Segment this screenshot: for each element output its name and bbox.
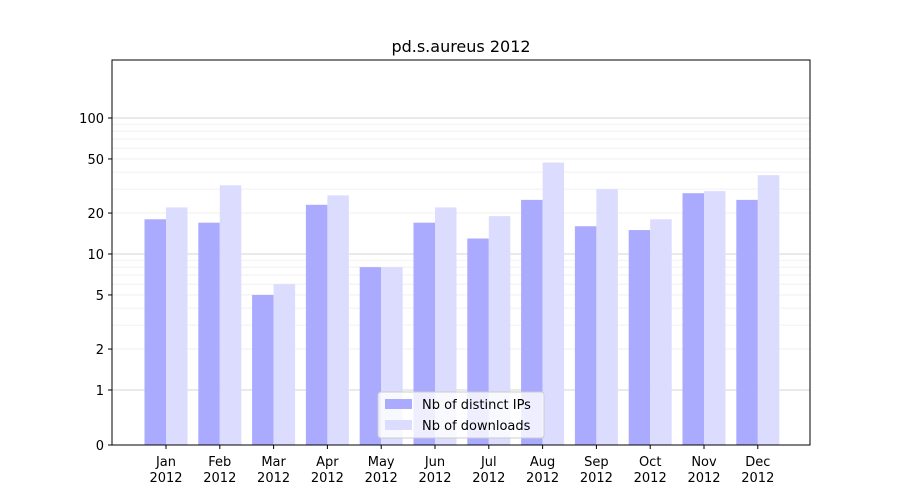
legend-label: Nb of distinct IPs [422,398,531,413]
y-tick-label: 20 [87,207,104,222]
x-tick-label: Jul 2012 [472,455,505,486]
y-tick-label: 10 [87,248,104,263]
plot-frame [111,59,811,446]
bar-downloads [166,207,188,445]
bar-distinct-ips [736,199,758,445]
bar-downloads [327,195,349,445]
y-tick-label: 100 [79,112,104,127]
bar-distinct-ips [682,193,704,445]
bar-distinct-ips [628,230,651,445]
y-tick-label: 5 [96,289,104,304]
bar-downloads [488,216,511,445]
bar-downloads [542,162,565,445]
x-tick-label: Feb 2012 [203,455,236,486]
bar-downloads [596,189,618,445]
x-axis: Jan 2012 Feb 2012 Mar 2012 Apr 2012 May 2012 Jun 20… [149,445,774,486]
bar-downloads [219,185,242,445]
bar-distinct-ips [413,222,435,445]
bar-downloads [273,284,296,445]
bar-distinct-ips [359,267,382,445]
x-tick-label: Sep 2012 [580,455,613,486]
legend-box [377,391,545,439]
x-tick-label: Mar 2012 [257,455,290,486]
bar-distinct-ips [144,219,166,445]
x-tick-label: Oct 2012 [634,455,667,486]
legend-swatch [385,420,412,430]
legend: Nb of distinct IPs Nb of downloads [377,391,545,439]
y-tick-label: 50 [87,153,104,168]
x-tick-label: Aug 2012 [526,455,559,486]
bar-distinct-ips [198,222,220,445]
bars [144,162,780,446]
y-axis: 0 1 2 5 10 20 50 100 [79,112,112,454]
bar-downloads [704,191,726,445]
x-tick-label: Dec 2012 [741,455,774,486]
legend-swatch [385,399,412,409]
bar-distinct-ips [252,294,274,445]
bar-distinct-ips [305,204,328,445]
bar-downloads [435,207,457,445]
x-tick-label: May 2012 [365,455,398,486]
bar-distinct-ips [574,226,597,445]
x-tick-label: Jan 2012 [149,455,182,486]
x-tick-label: Apr 2012 [311,455,344,486]
y-tick-label: 0 [96,439,104,454]
chart-title: pd.s.aureus 2012 [391,37,530,56]
bar-downloads [650,219,672,445]
x-tick-label: Nov 2012 [687,455,720,486]
x-tick-label: Jun 2012 [418,455,451,486]
y-tick-label: 1 [96,384,104,399]
legend-label: Nb of downloads [422,419,531,434]
bar-downloads [757,175,780,446]
bar-distinct-ips [521,199,543,445]
y-tick-label: 2 [96,343,104,358]
